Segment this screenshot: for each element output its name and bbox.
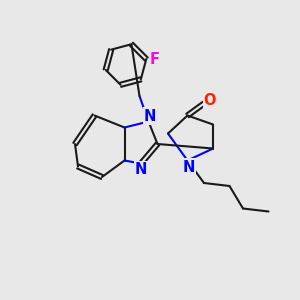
Text: N: N bbox=[183, 160, 195, 175]
Text: N: N bbox=[135, 162, 147, 177]
Text: O: O bbox=[204, 93, 216, 108]
Text: F: F bbox=[150, 52, 160, 67]
Text: N: N bbox=[144, 109, 156, 124]
